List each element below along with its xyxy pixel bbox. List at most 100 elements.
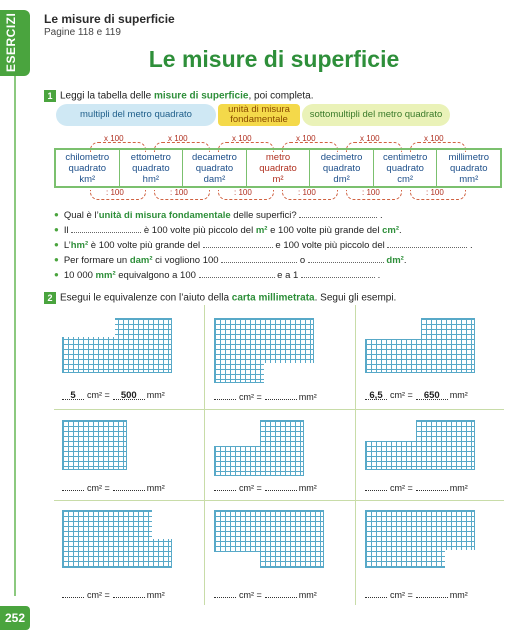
units-table: chilometro quadrato km² ettometro quadrat… xyxy=(54,148,502,188)
mm-value-field[interactable] xyxy=(264,390,297,400)
answer-blank[interactable] xyxy=(299,210,378,218)
instruction-text: Esegui le equivalenze con l’aiuto della xyxy=(60,292,232,304)
factor-divide-label: : 100 xyxy=(170,188,188,197)
page-number: 252 xyxy=(0,606,30,630)
cm-value-field[interactable]: 6,5 xyxy=(365,390,387,401)
exercise2-instruction: 2 Esegui le equivalenze con l’aiuto della… xyxy=(44,292,396,304)
unit-name: millimetro quadrato xyxy=(448,151,490,174)
mm-value-field[interactable] xyxy=(112,481,145,491)
unit-label: cm² = xyxy=(87,590,110,600)
unit-label: mm² xyxy=(449,390,468,400)
unit-cell-fundamental: metro quadrato m² xyxy=(247,150,311,186)
unit-symbol: mm² xyxy=(459,173,479,185)
header-title: Le misure di superficie xyxy=(44,12,175,26)
unit-label: mm² xyxy=(298,590,317,600)
factor-divide-label: : 100 xyxy=(234,188,252,197)
unit-label: cm² = xyxy=(87,483,110,493)
factor-multiply-label: x 100 xyxy=(232,134,252,143)
instruction-text: , poi completa. xyxy=(248,90,314,102)
cm-value-field[interactable] xyxy=(365,588,387,598)
instruction-text: Leggi la tabella delle xyxy=(60,90,154,102)
unit-symbol: dm² xyxy=(333,173,350,185)
cm-value-field[interactable] xyxy=(62,588,84,598)
mm-value-field[interactable] xyxy=(264,481,297,491)
category-submultiples: sottomultipli del metro quadrato xyxy=(302,104,450,126)
cm-value-field[interactable] xyxy=(62,481,84,491)
exercise1-instruction: 1 Leggi la tabella delle misure di superf… xyxy=(44,90,314,102)
mm-value-field[interactable]: 650 xyxy=(415,390,448,401)
factor-multiply-label: x 100 xyxy=(424,134,444,143)
question-4: Per formare un dam² ci vogliono 100 o dm… xyxy=(54,255,407,266)
unit-label: mm² xyxy=(146,390,165,400)
exercise-number: 2 xyxy=(44,292,56,304)
equivalence-line: cm² = mm² xyxy=(214,481,317,493)
unit-symbol: hm² xyxy=(142,173,160,185)
grid-cutout xyxy=(214,552,260,569)
unit-label: mm² xyxy=(298,483,317,493)
answer-blank[interactable] xyxy=(387,240,468,248)
instruction-bold: carta millimetrata xyxy=(231,292,315,304)
unit-symbol: dam² xyxy=(203,173,226,185)
unit-label: mm² xyxy=(449,483,468,493)
grid-cutout xyxy=(365,318,421,339)
mm-value-field[interactable] xyxy=(264,588,297,598)
page-title: Le misure di superficie xyxy=(148,46,400,72)
factor-arc xyxy=(90,142,146,152)
unit-cell: millimetro quadrato mm² xyxy=(437,150,500,186)
mm-value-field[interactable] xyxy=(415,481,448,491)
cm-value-field[interactable] xyxy=(365,481,387,491)
millimeter-grid xyxy=(62,420,127,470)
equivalence-line: 5 cm² = 500 mm² xyxy=(62,390,165,401)
unit-name: ettometro quadrato xyxy=(130,151,171,174)
answer-blank[interactable] xyxy=(202,240,273,248)
unit-label: mm² xyxy=(449,590,468,600)
unit-label: cm² = xyxy=(239,392,262,402)
answer-blank[interactable] xyxy=(198,270,275,278)
category-multiples: multipli del metro quadrato xyxy=(56,104,216,126)
equivalence-line: cm² = mm² xyxy=(214,588,317,600)
unit-label: cm² = xyxy=(390,390,413,400)
grid-cutout xyxy=(445,550,476,569)
answer-blank[interactable] xyxy=(221,255,298,263)
cm-value-field[interactable] xyxy=(214,390,236,400)
factor-arc xyxy=(218,190,274,200)
mm-value-field[interactable] xyxy=(415,588,448,598)
panel-divider xyxy=(355,305,356,605)
unit-name: centimetro quadrato xyxy=(383,151,428,174)
grid-cutout xyxy=(264,363,315,384)
sidebar-divider xyxy=(14,76,16,596)
unit-label: mm² xyxy=(298,392,317,402)
factor-arc xyxy=(90,190,146,200)
question-5: 10 000 mm² equivalgono a 100 e a 1 . xyxy=(54,270,380,281)
answer-blank[interactable] xyxy=(71,225,142,233)
unit-cell: chilometro quadrato km² xyxy=(56,150,120,186)
unit-symbol: cm² xyxy=(397,173,414,185)
category-fundamental: unità di misura fondamentale xyxy=(218,104,300,126)
mm-value-field[interactable] xyxy=(112,588,145,598)
millimeter-grid xyxy=(214,510,324,568)
section-tab: ESERCIZI xyxy=(0,10,30,76)
factor-multiply-label: x 100 xyxy=(104,134,124,143)
factor-multiply-label: x 100 xyxy=(168,134,188,143)
cm-value-field[interactable]: 5 xyxy=(62,390,84,401)
panel-divider xyxy=(54,409,504,410)
unit-label: mm² xyxy=(146,483,165,493)
unit-name: decametro quadrato xyxy=(192,151,237,174)
factor-divide-label: : 100 xyxy=(426,188,444,197)
cm-value-field[interactable] xyxy=(214,481,236,491)
unit-cell: ettometro quadrato hm² xyxy=(120,150,184,186)
unit-symbol: m² xyxy=(272,173,284,185)
grid-cutout xyxy=(365,420,416,441)
grid-cutout xyxy=(214,420,260,446)
answer-blank[interactable] xyxy=(307,255,384,263)
question-1: Qual è l’unità di misura fondamentale de… xyxy=(54,210,383,221)
answer-blank[interactable] xyxy=(300,270,375,278)
unit-cell: decametro quadrato dam² xyxy=(183,150,247,186)
equivalence-line: cm² = mm² xyxy=(62,481,165,493)
unit-label: cm² = xyxy=(390,590,413,600)
factor-arc xyxy=(282,190,338,200)
panel-divider xyxy=(54,500,504,501)
mm-value-field[interactable]: 500 xyxy=(112,390,145,401)
exercise-number: 1 xyxy=(44,90,56,102)
cm-value-field[interactable] xyxy=(214,588,236,598)
